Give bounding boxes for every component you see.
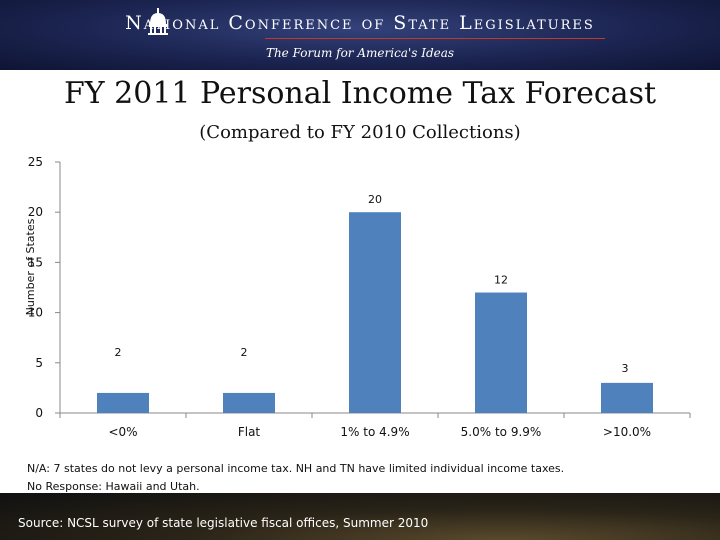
bar xyxy=(97,392,149,413)
capitol-dome-icon xyxy=(148,8,168,35)
bar-value-label: 20 xyxy=(368,193,382,206)
bar-value-label: 2 xyxy=(241,346,248,359)
y-tick-label: 20 xyxy=(28,205,43,219)
y-tick-label: 10 xyxy=(28,306,43,320)
bar-value-label: 2 xyxy=(115,346,122,359)
banner-divider xyxy=(265,38,605,39)
footnote-na: N/A: 7 states do not levy a personal inc… xyxy=(27,462,565,475)
x-tick-label: 1% to 4.9% xyxy=(340,425,409,439)
source-note: Source: NCSL survey of state legislative… xyxy=(18,516,429,530)
bar-value-label: 12 xyxy=(494,274,508,287)
x-tick-label: <0% xyxy=(108,425,137,439)
y-tick-label: 0 xyxy=(35,406,43,420)
slide-title: FY 2011 Personal Income Tax Forecast xyxy=(63,76,657,111)
x-tick-label: 5.0% to 9.9% xyxy=(461,425,542,439)
y-tick-label: 15 xyxy=(28,255,43,269)
footer-band xyxy=(0,493,720,540)
footnotes: N/A: 7 states do not levy a personal inc… xyxy=(27,460,564,496)
bar-chart: 0 5 10 15 20 25 2 <0% 2 Flat 20 1% to 4.9% 12 5.0% t… xyxy=(24,155,691,439)
org-tagline: The Forum for America's Ideas xyxy=(265,46,455,60)
footnote-no-response: No Response: Hawaii and Utah. xyxy=(27,480,200,493)
y-tick-label: 5 xyxy=(35,356,43,370)
slide-subtitle: (Compared to FY 2010 Collections) xyxy=(199,122,521,143)
bar xyxy=(349,212,401,413)
y-axis-label: Number of States xyxy=(24,218,37,315)
bar xyxy=(601,382,653,413)
header-banner: National Conference of State Legislature… xyxy=(0,0,720,70)
bar xyxy=(475,292,527,413)
bar-value-label: 3 xyxy=(622,362,629,375)
x-tick-label: Flat xyxy=(238,425,261,439)
x-tick-label: >10.0% xyxy=(603,425,651,439)
y-tick-label: 25 xyxy=(28,155,43,169)
bar xyxy=(223,392,275,413)
org-name: National Conference of State Legislature… xyxy=(125,12,595,34)
